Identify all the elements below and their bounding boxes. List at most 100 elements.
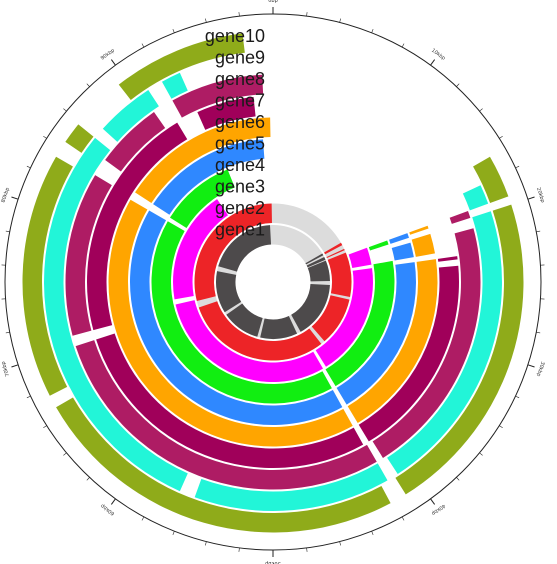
segment-gene2-5: [194, 203, 272, 301]
minor-tick: [306, 547, 308, 552]
minor-tick: [306, 12, 308, 17]
gene-label-gene7: gene7: [215, 90, 265, 110]
axis-tick-label: 20kbp: [535, 187, 546, 204]
axis-tick-label: 70kbp: [0, 360, 11, 377]
segment-gene1-4: [260, 315, 298, 340]
segment-gene9-5: [161, 72, 188, 99]
segment-gene6-4: [135, 117, 271, 204]
segment-gene5-0: [389, 233, 410, 244]
gene-label-gene6: gene6: [215, 112, 265, 132]
minor-tick: [479, 452, 483, 456]
segment-gene1-6: [216, 271, 242, 313]
segment-gene1-7: [218, 225, 272, 272]
gene-label-gene9: gene9: [215, 47, 265, 67]
gene-label-gene3: gene3: [215, 176, 265, 196]
segment-gene5-2: [336, 262, 416, 405]
segment-gene1-1: [306, 257, 326, 268]
segment-gene5-3: [129, 210, 343, 426]
segment-gene6-1: [411, 233, 436, 257]
segment-gene1-3: [291, 283, 330, 332]
axis-tick-label: 80kbp: [0, 187, 11, 204]
segment-gene1-0: [305, 253, 324, 265]
segment-gene2-3: [311, 295, 350, 342]
minor-tick: [238, 12, 240, 17]
segment-gene3-3: [173, 199, 228, 300]
major-tick: [110, 59, 116, 66]
segment-gene8-3: [65, 175, 112, 336]
segment-gene8-4: [105, 112, 166, 172]
major-tick: [527, 364, 535, 368]
segment-gene4-0: [368, 240, 389, 251]
axis-tick-label: 90kbp: [100, 48, 116, 62]
segment-gene10-3: [22, 156, 73, 396]
minor-tick: [456, 477, 460, 481]
minor-tick: [499, 136, 503, 139]
gene-label-gene1: gene1: [215, 219, 265, 239]
minor-tick: [5, 331, 10, 334]
minor-tick: [205, 18, 207, 23]
axis-tick-label: 10kbp: [430, 48, 446, 62]
minor-tick: [339, 541, 341, 546]
segment-gene6-3: [108, 199, 353, 447]
segment-gene10-2: [56, 397, 391, 533]
axis-tick-label: 30kbp: [535, 360, 546, 377]
major-tick: [430, 59, 436, 66]
gene-label-gene10: gene10: [205, 26, 265, 46]
segment-gene10-0: [473, 156, 509, 203]
tracks-layer: [22, 33, 524, 533]
minor-tick: [26, 395, 31, 399]
major-tick: [110, 498, 116, 505]
gene-labels: gene1gene2gene3gene4gene5gene6gene7gene8…: [205, 26, 265, 240]
major-tick: [11, 364, 19, 368]
minor-tick: [205, 541, 207, 546]
segment-gene1-2: [307, 260, 330, 282]
minor-tick: [371, 531, 374, 536]
minor-tick: [238, 547, 240, 552]
segment-gene6-0: [409, 225, 429, 235]
segment-gene7-1: [358, 265, 459, 442]
segment-gene9-3: [43, 137, 188, 492]
minor-tick: [141, 43, 145, 48]
minor-tick: [456, 83, 460, 87]
minor-tick: [63, 108, 67, 112]
segment-gene9-0: [462, 185, 489, 211]
segment-gene5-1: [391, 242, 414, 261]
segment-gene4-3: [169, 169, 235, 228]
major-tick: [430, 498, 436, 505]
minor-tick: [141, 516, 145, 521]
segment-gene10-4: [65, 124, 94, 153]
minor-tick: [515, 165, 520, 169]
axis-tick-label: 0bp: [268, 0, 278, 4]
minor-tick: [86, 83, 90, 87]
minor-tick: [371, 28, 374, 33]
segment-gene8-0: [449, 211, 471, 224]
segment-gene10-5: [118, 33, 245, 100]
gene-label-gene5: gene5: [215, 133, 265, 153]
gene-label-gene4: gene4: [215, 155, 265, 175]
minor-tick: [5, 230, 10, 233]
major-tick: [527, 196, 535, 200]
minor-tick: [479, 108, 483, 112]
segment-gene8-2: [75, 340, 377, 490]
segment-gene7-3: [87, 122, 188, 331]
minor-tick: [536, 230, 541, 233]
segment-gene9-1: [387, 211, 502, 475]
segment-gene10-1: [395, 204, 524, 495]
segment-gene4-1: [325, 260, 395, 387]
gene-label-gene2: gene2: [215, 198, 265, 218]
axis-tick-label: 40kbp: [430, 502, 446, 516]
outer-axis-ring: [4, 13, 542, 551]
segment-gene2-4: [198, 301, 322, 361]
gene-label-gene8: gene8: [215, 69, 265, 89]
segment-gene2-1: [326, 248, 345, 259]
minor-tick: [515, 395, 520, 399]
segment-gene9-2: [194, 463, 388, 512]
segment-gene7-0: [437, 256, 458, 262]
minor-tick: [536, 331, 541, 334]
minor-tick: [499, 425, 503, 428]
minor-tick: [401, 43, 405, 48]
minor-tick: [401, 516, 405, 521]
minor-tick: [43, 136, 47, 139]
segment-gene7-2: [96, 333, 364, 469]
